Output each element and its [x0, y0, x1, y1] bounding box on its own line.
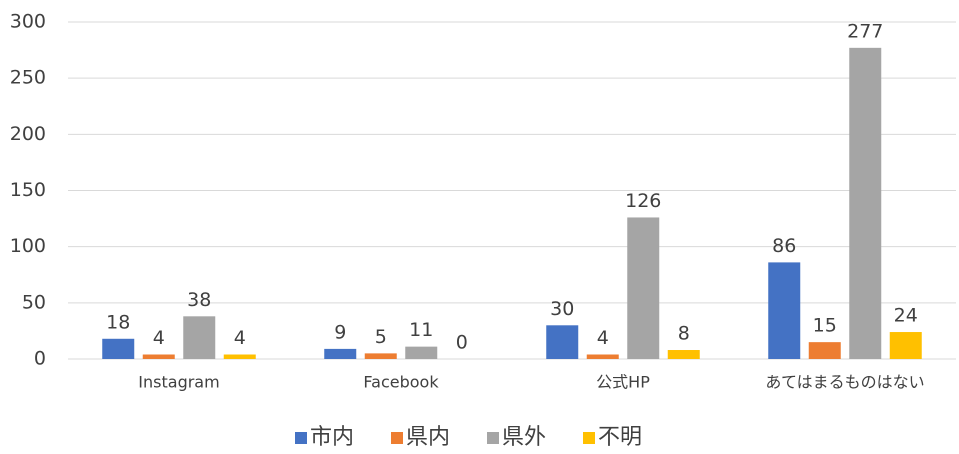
bar	[405, 346, 438, 359]
bar	[627, 217, 660, 359]
data-label: 11	[409, 319, 433, 341]
bar	[142, 354, 175, 359]
data-label: 4	[234, 327, 246, 349]
y-tick-label: 150	[10, 179, 46, 201]
legend-label: 県外	[502, 425, 546, 450]
legend-swatch	[391, 432, 403, 444]
data-label: 277	[847, 20, 883, 42]
x-tick-label: Facebook	[363, 373, 439, 392]
bar	[667, 350, 700, 359]
y-tick-label: 0	[34, 348, 46, 370]
bar	[889, 332, 922, 359]
bar	[102, 338, 135, 359]
data-label: 5	[375, 326, 387, 348]
data-label: 9	[334, 321, 346, 343]
legend-label: 不明	[598, 425, 642, 450]
data-label: 86	[772, 235, 796, 257]
y-tick-label: 50	[22, 291, 46, 313]
data-label: 24	[894, 305, 918, 327]
y-tick-label: 200	[10, 123, 46, 145]
y-tick-label: 300	[10, 11, 46, 33]
x-tick-label: あてはまるものはない	[765, 373, 924, 392]
legend-swatch	[487, 432, 499, 444]
bar	[223, 354, 256, 359]
bar	[768, 262, 801, 359]
y-tick-label: 250	[10, 67, 46, 89]
data-label: 4	[597, 327, 609, 349]
data-label: 126	[625, 190, 661, 212]
y-tick-label: 100	[10, 235, 46, 257]
bar	[324, 348, 357, 359]
data-label: 4	[153, 327, 165, 349]
data-label: 15	[813, 315, 837, 337]
data-label: 30	[550, 298, 574, 320]
data-label: 38	[187, 289, 211, 311]
legend-label: 県内	[406, 425, 450, 450]
bar	[808, 342, 841, 359]
legend-swatch	[295, 432, 307, 444]
data-label: 8	[678, 323, 690, 345]
x-tick-label: Instagram	[138, 373, 219, 392]
x-tick-label: 公式HP	[596, 373, 650, 392]
bar	[546, 325, 579, 359]
legend-label: 市内	[310, 425, 354, 450]
bar	[586, 354, 619, 359]
bar	[364, 353, 397, 359]
bar	[849, 47, 882, 359]
data-label: 0	[456, 332, 468, 354]
legend-swatch	[583, 432, 595, 444]
bar	[183, 316, 216, 359]
data-label: 18	[106, 311, 130, 333]
